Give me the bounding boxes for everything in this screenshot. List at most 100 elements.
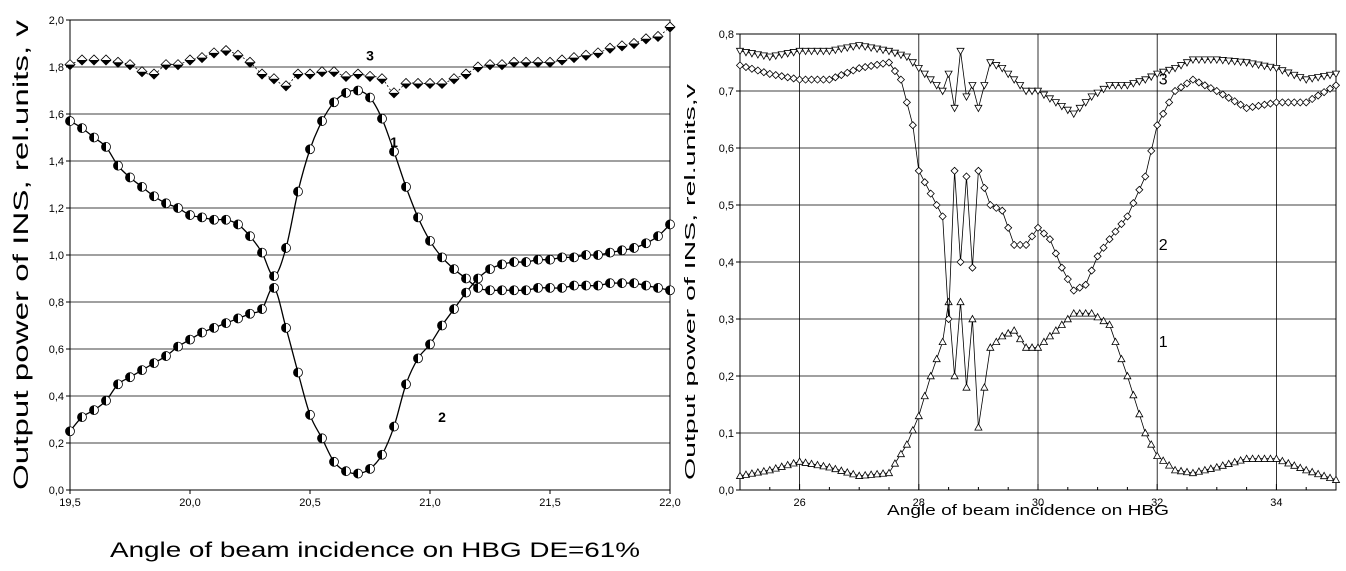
data-point-fill (522, 286, 527, 295)
data-point (1321, 472, 1328, 478)
data-point-fill (498, 286, 503, 295)
data-point-fill (137, 72, 147, 77)
data-point-fill (425, 83, 435, 88)
y-tick-label: 0,5 (719, 200, 734, 212)
y-tick-label: 0,7 (719, 86, 734, 98)
data-point (1172, 88, 1179, 95)
data-point-fill (666, 286, 671, 295)
data-point-fill (486, 286, 490, 295)
data-point-fill (353, 74, 363, 79)
x-tick-label: 21,0 (419, 497, 440, 509)
data-point-fill (545, 62, 555, 67)
data-point (1154, 452, 1161, 458)
data-point (1064, 107, 1071, 113)
data-point (1172, 65, 1179, 71)
y-tick-label: 0,6 (719, 143, 734, 155)
data-point (1291, 72, 1298, 78)
grid-lines (70, 20, 670, 490)
data-point-fill (653, 36, 663, 41)
data-point (897, 450, 904, 456)
data-point-fill (186, 211, 191, 220)
data-point-fill (522, 258, 527, 267)
y-tick-label: 0,2 (719, 371, 734, 383)
x-axis-label: Angle of beam incidence on HBG DE=61% (110, 539, 640, 562)
y-tick-label: 1,6 (49, 109, 64, 121)
data-point (939, 338, 946, 344)
data-point (1285, 460, 1292, 466)
data-point-fill (114, 161, 118, 170)
data-point-fill (570, 281, 574, 290)
data-point-fill (642, 281, 646, 290)
x-tick-label: 34 (1270, 497, 1282, 509)
data-point (1136, 79, 1143, 85)
data-point (1309, 468, 1316, 474)
data-point-fill (558, 283, 563, 292)
data-point (1309, 95, 1316, 102)
data-point-fill (654, 283, 659, 292)
data-point-fill (402, 182, 407, 191)
y-tick-label: 2,0 (49, 15, 64, 27)
data-point-fill (186, 335, 191, 344)
data-point-fill (306, 410, 310, 419)
data-point-fill (234, 220, 239, 229)
data-point (880, 60, 887, 67)
data-point-fill (594, 251, 599, 260)
data-point (1094, 90, 1101, 96)
data-point (915, 167, 922, 174)
data-point (1112, 338, 1119, 344)
data-point-fill (582, 251, 587, 260)
data-point-fill (185, 60, 195, 65)
y-tick-label: 1,2 (49, 203, 64, 215)
data-point-fill (665, 27, 675, 32)
data-point-fill (138, 366, 143, 375)
data-point (921, 392, 928, 398)
data-point-fill (510, 258, 515, 267)
data-point-fill (629, 44, 639, 49)
data-point (1297, 75, 1304, 81)
data-point (1112, 228, 1119, 235)
y-tick-label: 0,4 (719, 257, 734, 269)
curve-label-3: 3 (1159, 72, 1168, 89)
data-point (1011, 327, 1018, 333)
data-point (1315, 470, 1322, 476)
data-point (1303, 77, 1310, 83)
data-point (1148, 147, 1155, 154)
data-point-fill (258, 248, 263, 257)
data-point (1100, 317, 1107, 323)
data-point-fill (473, 67, 483, 72)
data-point (951, 167, 958, 174)
data-point (748, 65, 755, 72)
data-point (1297, 464, 1304, 470)
data-point-fill (233, 55, 243, 60)
data-point-fill (521, 62, 531, 67)
data-point (1058, 264, 1065, 271)
data-point-fill (617, 46, 627, 51)
data-point (1267, 100, 1274, 107)
data-point (1333, 82, 1340, 89)
y-tick-label: 1,4 (49, 156, 64, 168)
data-point-fill (234, 314, 239, 323)
data-point (1279, 457, 1286, 463)
data-point-fill (198, 213, 203, 222)
data-point (1273, 65, 1280, 71)
curve-label-3: 3 (366, 47, 374, 63)
data-point (1017, 335, 1024, 341)
data-point (957, 259, 964, 266)
y-tick-label: 1,0 (49, 250, 64, 262)
data-point-fill (354, 469, 359, 478)
data-point-fill (641, 39, 651, 44)
data-point-fill (402, 380, 407, 389)
data-point (1243, 105, 1250, 112)
y-tick-label: 0,8 (719, 29, 734, 41)
chart-2: 26 28 30 32 340,00,10,20,30,40,50,60,70,8Ang… (682, 29, 1340, 519)
data-point (1040, 92, 1047, 98)
data-point-fill (593, 53, 603, 58)
data-point-fill (389, 93, 399, 98)
data-point (981, 83, 988, 89)
data-point-fill (449, 79, 459, 84)
data-point-fill (569, 58, 579, 63)
data-point (1279, 68, 1286, 74)
data-point-fill (66, 427, 71, 436)
data-point (897, 52, 904, 58)
data-point-fill (222, 319, 227, 328)
